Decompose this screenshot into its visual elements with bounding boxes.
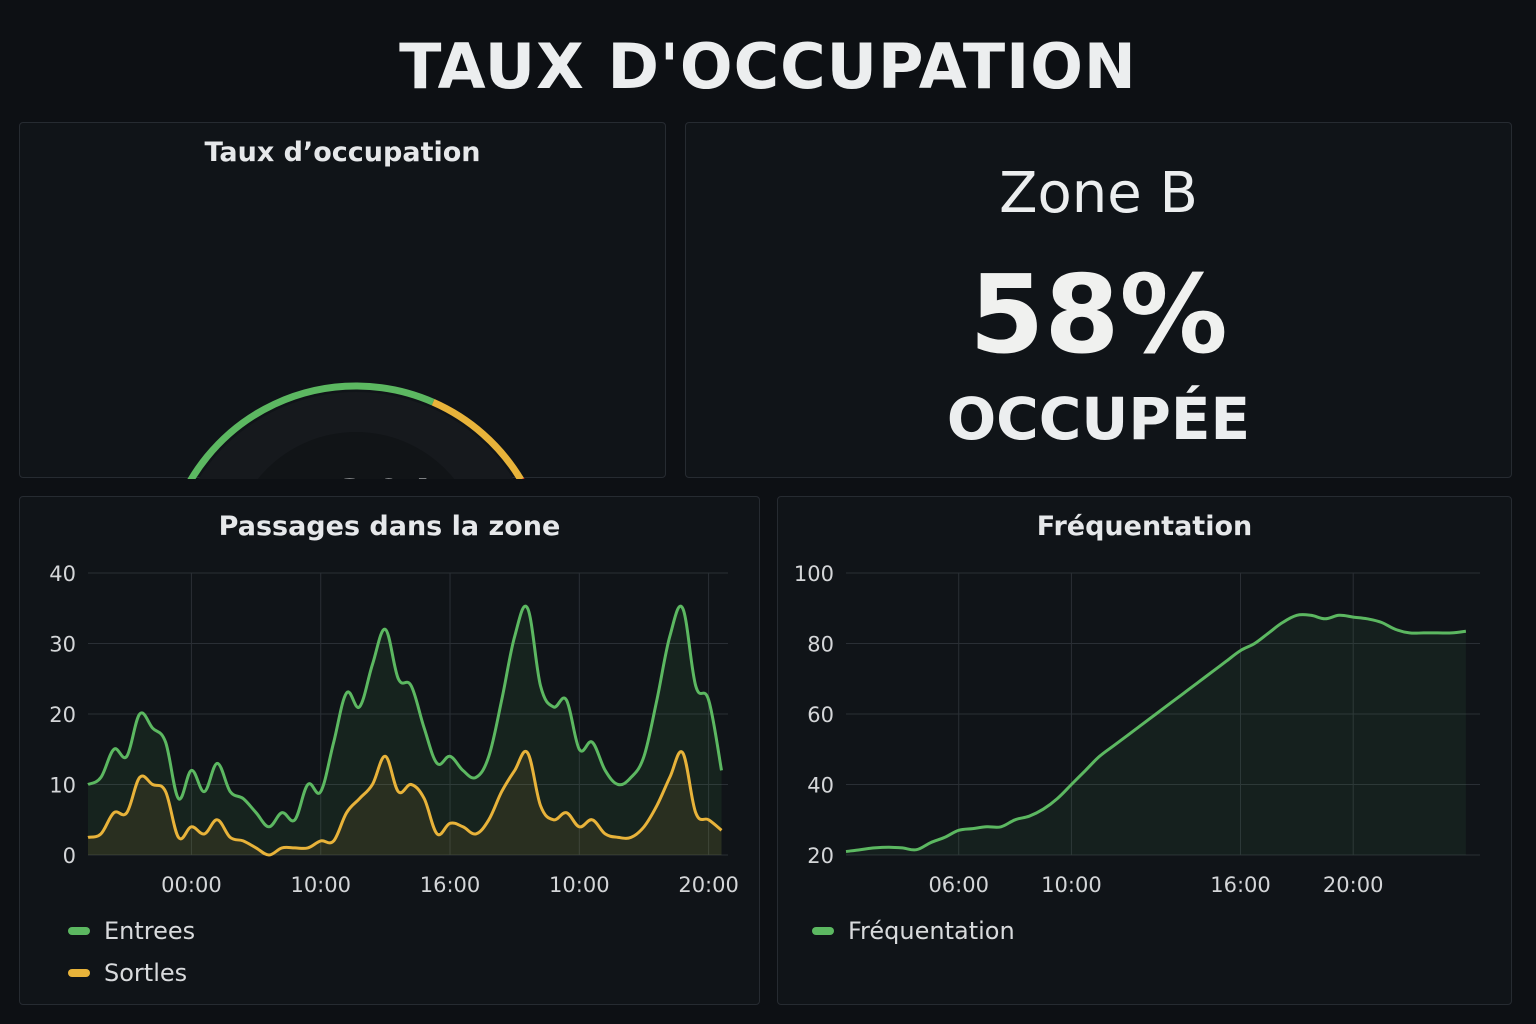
frequentation-chart: 20 40 60 80 100 06:00 10:00 16:00 20:00 [794,562,1480,897]
passages-xtick-label: 10:00 [290,873,351,897]
frequentation-xtick-label: 06:00 [928,873,989,897]
frequentation-ytick-label: 60 [807,703,834,727]
passages-xtick-label: 10:00 [549,873,610,897]
passages-series-line-1 [87,749,723,857]
zone-name: Zone B [999,161,1198,226]
passages-xtick-label: 16:00 [420,873,481,897]
frequentation-panel: Fréquentation 20 40 60 80 100 06:00 10:00 16:00… [777,496,1512,1005]
passages-title: Passages dans la zone [218,511,561,542]
passages-panel: Passages dans la zone 0 10 20 30 40 00:00 10:0… [19,496,760,1005]
frequentation-xtick-label: 20:00 [1323,873,1384,897]
passages-xtick-label: 20:00 [678,873,739,897]
legend-item-sortles: Sortles [68,959,187,987]
gauge-arc-segment-1 [431,398,524,479]
passages-ytick-label: 40 [49,562,76,586]
passages-ytick-label: 20 [49,703,76,727]
frequentation-ytick-label: 40 [807,774,834,798]
frequentation-ytick-label: 80 [807,633,834,657]
gauge-arc-segment-0 [187,382,435,479]
legend-item-entrees: Entrees [68,917,195,945]
passages-series-area-0 [88,606,722,855]
passages-xtick-label: 00:00 [161,873,222,897]
passages-ytick-label: 0 [63,844,76,868]
frequentation-ytick-label: 100 [794,562,834,586]
passages-series-area-1 [88,751,722,855]
frequentation-title: Fréquentation [1036,511,1253,542]
occupancy-status: OCCUPÉE [946,385,1251,453]
gauge-value-label: 58% [279,467,442,479]
page-title: TAUX D'OCCUPATION [399,30,1137,103]
legend-swatch-sortles [68,969,90,977]
frequentation-ytick-label: 20 [807,844,834,868]
passages-chart: 0 10 20 30 40 00:00 10:00 16:00 10:00 20:00 [49,562,739,897]
gauge-title: Taux d’occupation [204,137,481,168]
passages-ytick-label: 10 [49,774,76,798]
frequentation-series-line-0 [845,613,1467,853]
legend-label-frequentation: Fréquentation [848,917,1015,945]
legend-swatch-entrees [68,927,90,935]
gauge-panel: Taux d’occupation 58% [19,122,666,479]
legend-swatch-frequentation [812,927,834,935]
legend-label-sortles: Sortles [104,959,188,987]
frequentation-xtick-label: 10:00 [1041,873,1102,897]
occupancy-value: 58% [969,253,1228,378]
passages-series-line-0 [87,604,723,829]
legend-label-entrees: Entrees [104,917,196,945]
stat-panel: Zone B 58% OCCUPÉE [685,122,1512,478]
legend-item-frequentation: Fréquentation [812,917,1015,945]
gauge-inner-disc [257,432,455,479]
frequentation-xtick-label: 16:00 [1210,873,1271,897]
passages-ytick-label: 30 [49,633,76,657]
gauge-chart: 58% [187,382,525,479]
frequentation-series-area-0 [846,614,1466,855]
